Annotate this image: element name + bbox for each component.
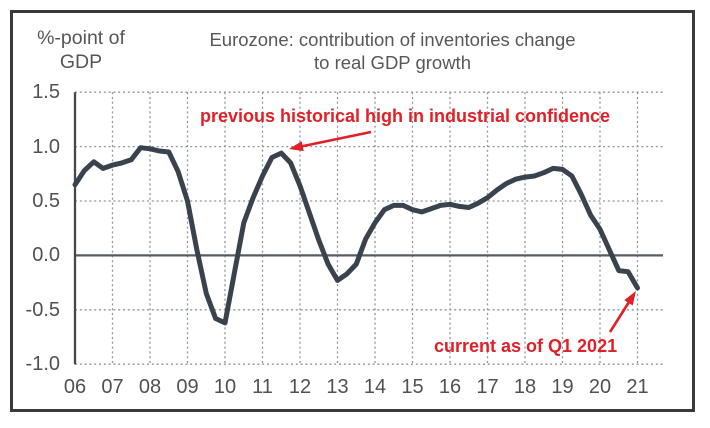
y-tick-label: 1.5 xyxy=(32,81,60,104)
y-tick-label: 1.0 xyxy=(32,135,60,158)
y-axis-unit-line2: GDP xyxy=(59,51,103,73)
x-tick-label: 13 xyxy=(326,376,349,398)
y-axis-unit-line1: %-point of xyxy=(37,27,125,49)
chart-title-line1: Eurozone: contribution of inventories ch… xyxy=(209,29,576,50)
x-tick-label: 17 xyxy=(476,376,499,398)
x-tick-label: 09 xyxy=(176,376,199,398)
peak-annotation-label: previous historical high in industrial c… xyxy=(200,106,611,126)
x-tick-label: 18 xyxy=(513,376,537,398)
x-tick-label: 12 xyxy=(288,376,312,398)
y-tick-label: 0.0 xyxy=(32,244,60,267)
x-tick-label: 07 xyxy=(101,376,124,398)
y-tick-label: -1.0 xyxy=(25,353,60,376)
x-tick-label: 11 xyxy=(252,376,273,398)
inventories-series-line xyxy=(72,145,640,326)
y-tick-label: -0.5 xyxy=(25,298,60,321)
chart-generated-layer xyxy=(72,91,663,365)
current-annotation-arrow xyxy=(608,291,636,333)
x-tick-label: 15 xyxy=(401,376,424,398)
x-tick-label: 21 xyxy=(626,376,649,398)
y-axis-unit-label: %-point of GDP xyxy=(24,26,138,74)
x-tick-label: 10 xyxy=(213,376,237,398)
chart-frame xyxy=(10,10,695,412)
current-annotation-label: current as of Q1 2021 xyxy=(434,336,618,356)
x-tick-label: 16 xyxy=(438,376,462,398)
chart-title-line2: to real GDP growth xyxy=(314,52,471,73)
x-tick-label: 20 xyxy=(588,376,612,398)
x-tick-label: 08 xyxy=(138,376,162,398)
peak-annotation-arrow xyxy=(289,130,372,152)
y-tick-label: 0.5 xyxy=(32,190,60,212)
x-tick-label: 06 xyxy=(63,376,87,398)
chart-title: Eurozone: contribution of inventories ch… xyxy=(150,28,635,74)
x-tick-label: 14 xyxy=(363,376,387,398)
x-tick-label: 19 xyxy=(551,376,574,398)
